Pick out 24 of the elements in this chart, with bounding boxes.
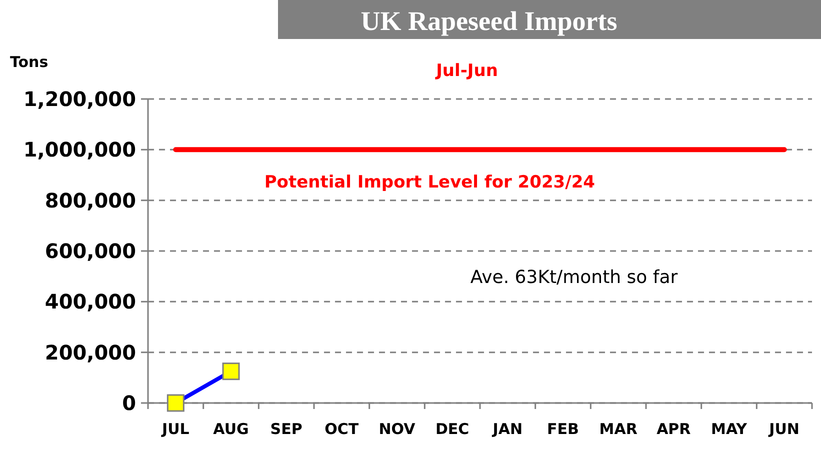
chart-subtitle: Jul-Jun (435, 61, 498, 81)
y-tick-label: 200,000 (44, 340, 136, 364)
x-tick-label: NOV (378, 420, 416, 438)
y-axis-title: Tons (10, 53, 48, 71)
x-tick-label: JUN (768, 420, 800, 438)
y-tick-label: 400,000 (44, 290, 136, 314)
y-tick-label: 800,000 (44, 188, 136, 212)
series-label: Potential Import Level for 2023/24 (264, 172, 596, 193)
x-tick-label: JAN (492, 420, 523, 438)
y-tick-label: 600,000 (44, 239, 136, 263)
x-tick-label: JUL (161, 420, 190, 438)
y-tick-label: 1,200,000 (23, 87, 136, 111)
x-tick-label: DEC (435, 420, 470, 438)
x-tick-label: MAY (711, 420, 748, 438)
x-tick-label: APR (656, 420, 692, 438)
y-tick-label: 1,000,000 (23, 138, 136, 162)
annotation: Ave. 63Kt/month so far (470, 267, 678, 288)
x-tick-label: OCT (324, 420, 360, 438)
x-tick-label: FEB (547, 420, 579, 438)
x-tick-label: SEP (270, 420, 302, 438)
x-tick-label: MAR (599, 420, 638, 438)
y-tick-label: 0 (122, 391, 136, 415)
x-tick-label: AUG (213, 420, 249, 438)
chart-title: UK Rapeseed Imports (360, 6, 618, 36)
